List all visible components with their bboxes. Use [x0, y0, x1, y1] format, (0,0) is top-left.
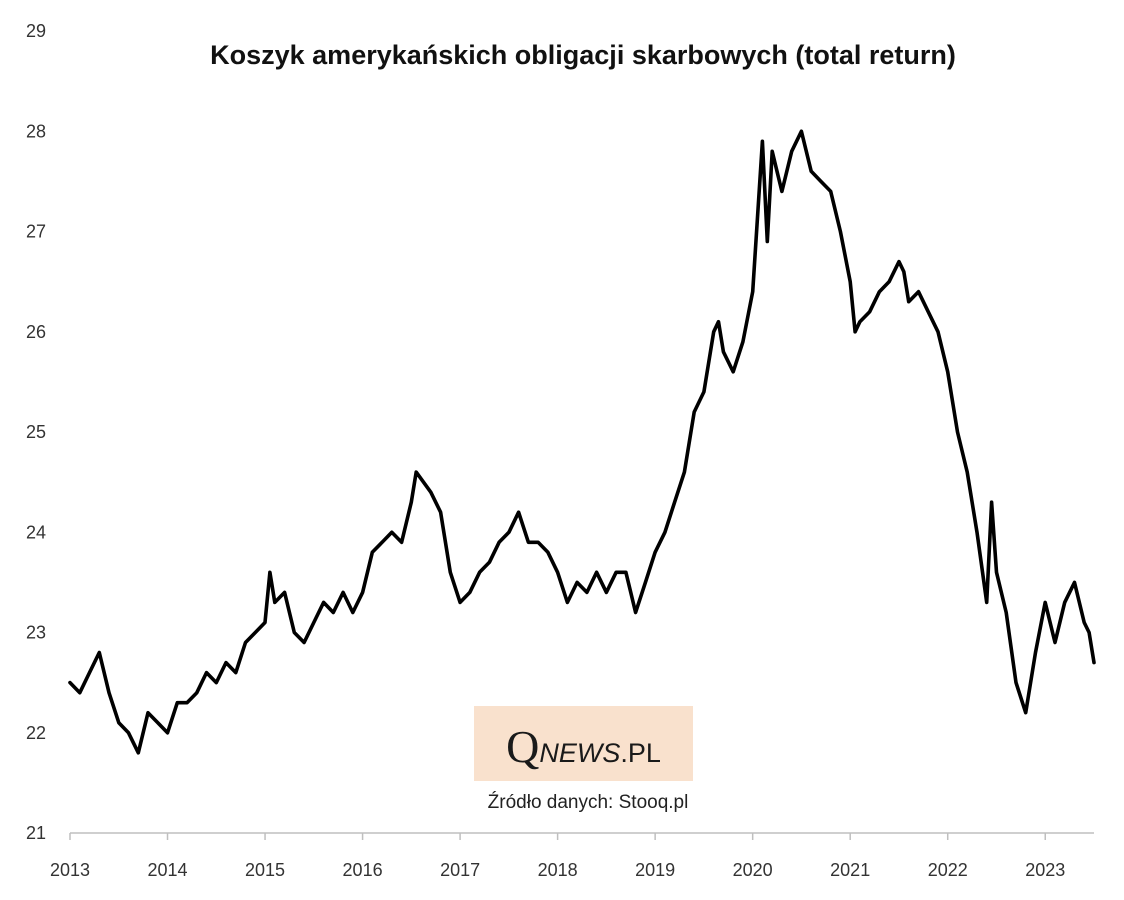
logo-text: QNEWS.PL: [506, 721, 661, 772]
y-tick-label: 29: [26, 21, 46, 41]
y-tick-label: 23: [26, 623, 46, 643]
logo-news: NEWS: [539, 738, 620, 768]
x-axis-ticks: 2013 2014 2015 2016 2017 2018 2019 2020 2021 2022…: [50, 833, 1065, 880]
y-tick-label: 25: [26, 422, 46, 442]
x-tick-label: 2020: [733, 860, 773, 880]
x-tick-label: 2019: [635, 860, 675, 880]
y-tick-label: 28: [26, 121, 46, 141]
y-tick-label: 22: [26, 723, 46, 743]
x-tick-label: 2016: [343, 860, 383, 880]
logo-q: Q: [506, 721, 539, 772]
y-tick-label: 21: [26, 823, 46, 843]
source-note: Źródło danych: Stooq.pl: [488, 792, 689, 813]
y-tick-label: 26: [26, 322, 46, 342]
x-tick-label: 2021: [830, 860, 870, 880]
x-tick-label: 2013: [50, 860, 90, 880]
logo-background: [474, 706, 693, 781]
x-tick-label: 2015: [245, 860, 285, 880]
y-axis-ticks: 21 22 23 24 25 26 27 28 29: [26, 21, 46, 843]
x-tick-label: 2023: [1025, 860, 1065, 880]
y-tick-label: 24: [26, 522, 46, 542]
qnews-logo: QNEWS.PL: [474, 706, 693, 781]
logo-pl: .PL: [620, 738, 661, 768]
x-tick-label: 2022: [928, 860, 968, 880]
x-tick-label: 2014: [148, 860, 188, 880]
chart-title: Koszyk amerykańskich obligacji skarbowyc…: [210, 40, 956, 70]
x-tick-label: 2018: [538, 860, 578, 880]
series-line: [68, 129, 1096, 755]
y-tick-label: 27: [26, 222, 46, 242]
x-tick-label: 2017: [440, 860, 480, 880]
